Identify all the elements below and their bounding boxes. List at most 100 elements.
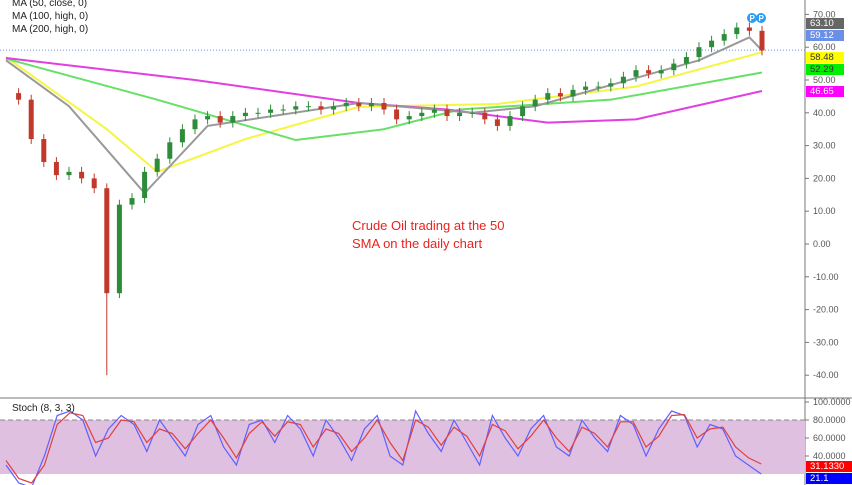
stoch-tick-label: 40.0000 xyxy=(813,451,846,461)
stoch-tick-label: 80.0000 xyxy=(813,415,846,425)
candle-body xyxy=(142,171,148,199)
candle-body xyxy=(268,109,274,113)
price-tick-label: 30.00 xyxy=(813,141,836,151)
candle-body xyxy=(41,139,47,162)
price-tick-label: 10.00 xyxy=(813,206,836,216)
price-label: 58.48 xyxy=(806,52,844,63)
price-tick-label: 0.00 xyxy=(813,239,831,249)
stoch-d-line xyxy=(5,412,762,484)
legend-ma50: MA (50, close, 0) xyxy=(12,0,88,9)
price-tick-label: 60.00 xyxy=(813,42,836,52)
candle-body xyxy=(129,198,135,205)
candle-body xyxy=(66,171,72,176)
candle-body xyxy=(79,171,85,179)
candle-body xyxy=(343,102,349,107)
candle-body xyxy=(217,116,223,123)
stoch-value-label: 31.1330 xyxy=(806,461,852,472)
stoch-title: Stoch (8, 3, 3) xyxy=(12,403,75,414)
candle-body xyxy=(356,102,362,107)
candle-body xyxy=(230,116,236,123)
candle-body xyxy=(633,70,639,77)
candle-body xyxy=(759,30,765,51)
candle-body xyxy=(721,34,727,41)
annotation-line-1: Crude Oil trading at the 50 xyxy=(352,218,505,233)
chart-annotation: Crude Oil trading at the 50 SMA on the d… xyxy=(352,217,504,253)
event-badge-label: P xyxy=(750,14,756,23)
candle-body xyxy=(620,76,626,84)
stoch-k-line xyxy=(5,409,762,485)
legend-ma200: MA (200, high, 0) xyxy=(12,24,89,35)
price-tick-label: 70.00 xyxy=(813,9,836,19)
candle-body xyxy=(242,112,248,117)
price-tick-label: -40.00 xyxy=(813,370,839,380)
candle-body xyxy=(167,142,173,159)
stoch-value-label: 21.1 xyxy=(806,473,852,484)
candle-body xyxy=(696,47,702,58)
price-tick-label: -20.00 xyxy=(813,305,839,315)
stoch-band xyxy=(0,420,805,474)
ma-line-0 xyxy=(5,51,763,173)
candle-body xyxy=(293,106,299,110)
candle-body xyxy=(494,119,500,126)
candle-body xyxy=(545,93,551,100)
candle-body xyxy=(683,57,689,64)
candle-body xyxy=(154,158,160,172)
candle-body xyxy=(595,86,601,88)
candle-body xyxy=(280,109,286,111)
price-label: 52.29 xyxy=(806,64,844,75)
price-label: 46.65 xyxy=(806,86,844,97)
candle-body xyxy=(91,178,97,189)
candle-body xyxy=(646,70,652,74)
candle-body xyxy=(331,106,337,110)
candle-body xyxy=(53,162,59,176)
candle-body xyxy=(305,106,311,108)
candle-body xyxy=(570,89,576,97)
price-tick-label: -30.00 xyxy=(813,337,839,347)
candle-body xyxy=(431,109,437,113)
price-tick-label: 20.00 xyxy=(813,173,836,183)
candle-body xyxy=(709,40,715,48)
candle-body xyxy=(557,93,563,97)
candle-body xyxy=(406,116,412,120)
ma-legend: MA (50, close, 0) MA (100, high, 0) MA (… xyxy=(12,0,88,36)
candle-body xyxy=(583,86,589,90)
candle-body xyxy=(734,27,740,35)
candle-body xyxy=(192,119,198,130)
candle-body xyxy=(608,83,614,87)
candle-body xyxy=(671,63,677,71)
price-label: 59.12 xyxy=(806,30,844,41)
candle-body xyxy=(469,112,475,114)
candle-body xyxy=(532,99,538,107)
candle-body xyxy=(179,129,185,143)
candle-body xyxy=(520,106,526,117)
candle-body xyxy=(444,109,450,117)
stoch-tick-label: 100.0000 xyxy=(813,397,851,407)
candle-body xyxy=(318,106,324,110)
candle-body xyxy=(394,109,400,120)
candle-body xyxy=(419,112,425,117)
price-tick-label: 40.00 xyxy=(813,108,836,118)
event-badge-icon[interactable] xyxy=(756,13,766,23)
annotation-line-2: SMA on the daily chart xyxy=(352,236,483,251)
ma-line-1 xyxy=(5,57,763,142)
candle-body xyxy=(104,188,110,294)
event-badge-label: P xyxy=(759,14,765,23)
candle-body xyxy=(457,112,463,117)
candle-body xyxy=(205,116,211,120)
candle-body xyxy=(28,99,34,140)
candle-body xyxy=(16,93,22,100)
price-tick-label: 50.00 xyxy=(813,75,836,85)
candle-body xyxy=(658,70,664,74)
candle-body xyxy=(381,102,387,110)
candle-body xyxy=(482,112,488,120)
candle-body xyxy=(255,112,261,114)
legend-ma100: MA (100, high, 0) xyxy=(12,11,89,22)
candle-body xyxy=(507,116,513,126)
candle-body xyxy=(116,204,122,294)
price-tick-label: -10.00 xyxy=(813,272,839,282)
event-badge-icon[interactable] xyxy=(747,13,757,23)
stoch-tick-label: 60.0000 xyxy=(813,433,846,443)
candle-body xyxy=(368,102,374,107)
